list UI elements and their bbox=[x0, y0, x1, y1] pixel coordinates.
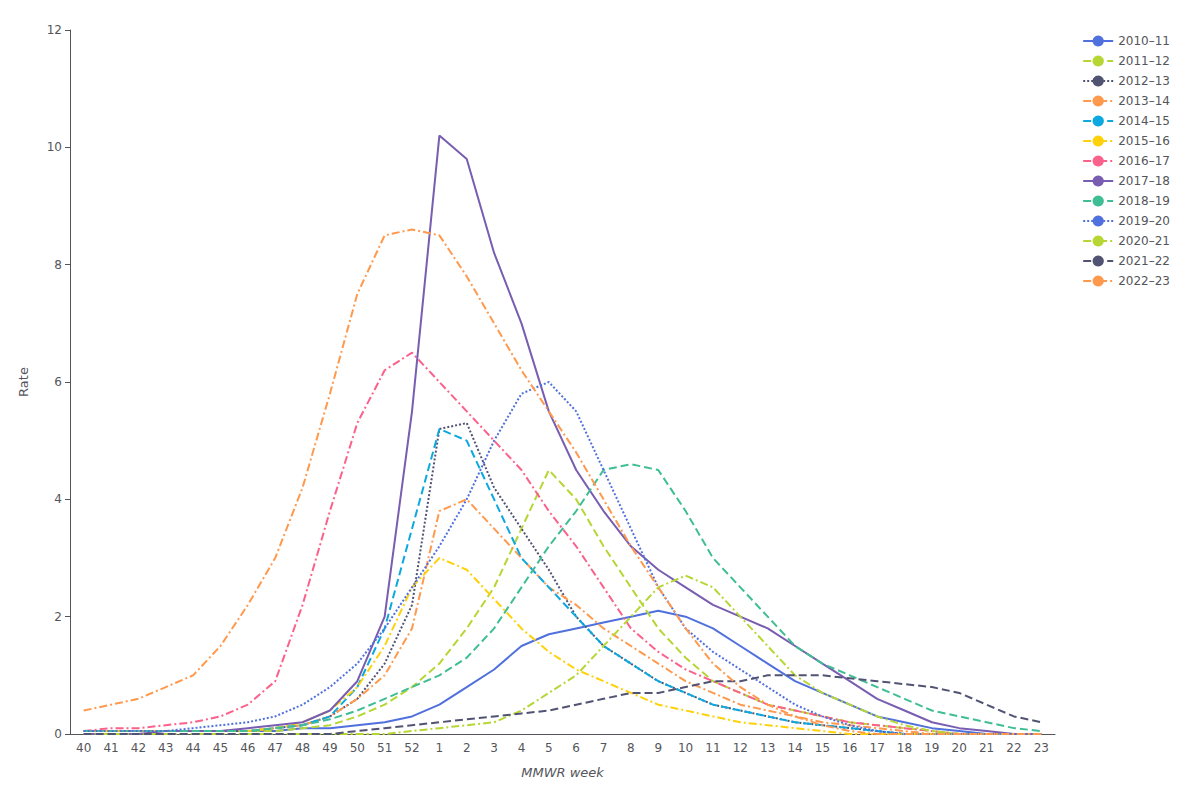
svg-text:2015–16: 2015–16 bbox=[1118, 134, 1170, 148]
svg-text:1: 1 bbox=[436, 741, 444, 755]
svg-text:10: 10 bbox=[678, 741, 693, 755]
svg-text:2017–18: 2017–18 bbox=[1118, 174, 1170, 188]
svg-text:17: 17 bbox=[870, 741, 885, 755]
svg-text:9: 9 bbox=[654, 741, 662, 755]
svg-text:48: 48 bbox=[295, 741, 310, 755]
svg-text:2016–17: 2016–17 bbox=[1118, 154, 1170, 168]
svg-text:51: 51 bbox=[377, 741, 392, 755]
svg-text:40: 40 bbox=[76, 741, 91, 755]
svg-text:2010–11: 2010–11 bbox=[1118, 34, 1170, 48]
svg-text:12: 12 bbox=[47, 23, 62, 37]
svg-text:2022–23: 2022–23 bbox=[1118, 274, 1170, 288]
svg-text:2018–19: 2018–19 bbox=[1118, 194, 1170, 208]
svg-text:2: 2 bbox=[54, 610, 62, 624]
svg-text:11: 11 bbox=[705, 741, 720, 755]
svg-text:2011–12: 2011–12 bbox=[1118, 54, 1170, 68]
svg-text:42: 42 bbox=[131, 741, 146, 755]
svg-text:7: 7 bbox=[600, 741, 608, 755]
svg-text:6: 6 bbox=[572, 741, 580, 755]
svg-text:2012–13: 2012–13 bbox=[1118, 74, 1170, 88]
svg-text:2021–22: 2021–22 bbox=[1118, 254, 1170, 268]
svg-text:2: 2 bbox=[463, 741, 471, 755]
svg-text:2020–21: 2020–21 bbox=[1118, 234, 1170, 248]
svg-text:2019–20: 2019–20 bbox=[1118, 214, 1170, 228]
svg-text:22: 22 bbox=[1006, 741, 1021, 755]
svg-text:8: 8 bbox=[54, 258, 62, 272]
svg-text:3: 3 bbox=[490, 741, 498, 755]
svg-text:41: 41 bbox=[103, 741, 118, 755]
svg-text:20: 20 bbox=[952, 741, 967, 755]
svg-text:15: 15 bbox=[815, 741, 830, 755]
svg-text:47: 47 bbox=[268, 741, 283, 755]
svg-text:12: 12 bbox=[733, 741, 748, 755]
svg-text:21: 21 bbox=[979, 741, 994, 755]
svg-text:49: 49 bbox=[322, 741, 337, 755]
svg-text:10: 10 bbox=[47, 140, 62, 154]
svg-text:46: 46 bbox=[240, 741, 255, 755]
svg-text:18: 18 bbox=[897, 741, 912, 755]
svg-text:43: 43 bbox=[158, 741, 173, 755]
svg-text:14: 14 bbox=[787, 741, 802, 755]
svg-text:13: 13 bbox=[760, 741, 775, 755]
svg-text:44: 44 bbox=[185, 741, 200, 755]
svg-text:4: 4 bbox=[518, 741, 526, 755]
svg-text:19: 19 bbox=[924, 741, 939, 755]
svg-text:2013–14: 2013–14 bbox=[1118, 94, 1170, 108]
svg-text:8: 8 bbox=[627, 741, 635, 755]
svg-text:4: 4 bbox=[54, 492, 62, 506]
svg-text:2014–15: 2014–15 bbox=[1118, 114, 1170, 128]
svg-text:Rate: Rate bbox=[16, 367, 31, 397]
svg-text:0: 0 bbox=[54, 727, 62, 741]
svg-text:23: 23 bbox=[1034, 741, 1049, 755]
svg-text:45: 45 bbox=[213, 741, 228, 755]
svg-text:5: 5 bbox=[545, 741, 553, 755]
svg-text:16: 16 bbox=[842, 741, 857, 755]
svg-text:52: 52 bbox=[404, 741, 419, 755]
svg-text:50: 50 bbox=[350, 741, 365, 755]
svg-text:6: 6 bbox=[54, 375, 62, 389]
svg-text:MMWR week: MMWR week bbox=[521, 765, 604, 780]
